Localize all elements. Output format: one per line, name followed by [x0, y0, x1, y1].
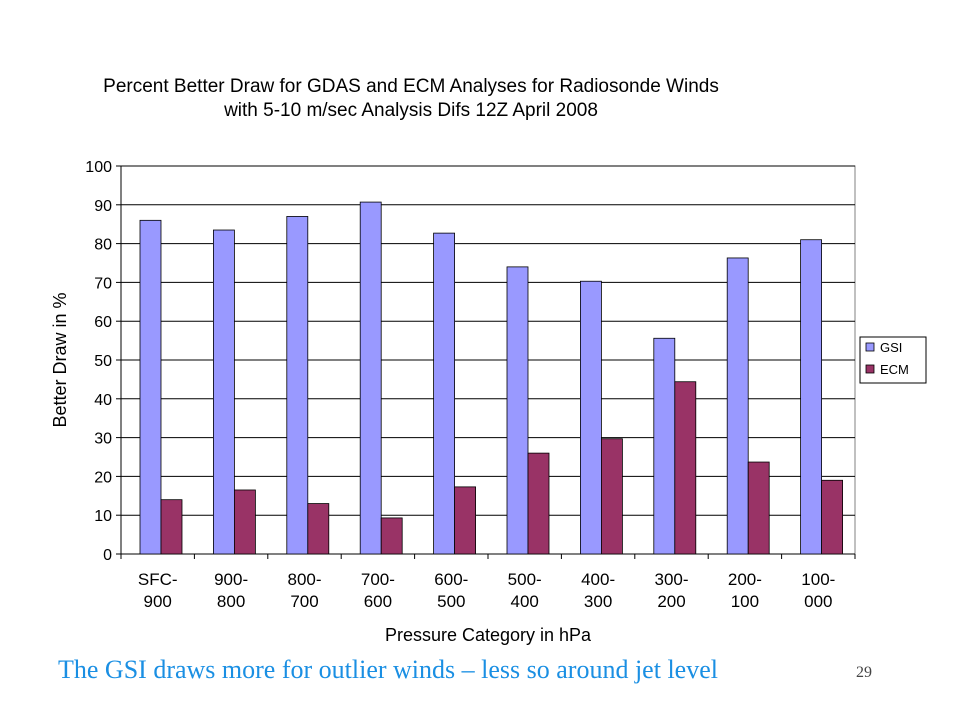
y-tick-label: 50: [94, 353, 112, 370]
x-tick-label: 800-: [287, 570, 321, 589]
legend: GSI ECM: [859, 336, 927, 384]
x-tick-label: SFC-: [138, 570, 178, 589]
y-tick-label: 20: [94, 469, 112, 486]
y-tick-label: 80: [94, 237, 112, 254]
x-tick-label: 200-: [728, 570, 762, 589]
x-tick-label: 100-: [801, 570, 835, 589]
page-number: 29: [856, 664, 872, 681]
bar-gsi: [212, 229, 235, 555]
plot-area: 0 10 20 30 40 50 60 70 80 90 100 SFC- 900 900- 800 800-…: [50, 159, 856, 645]
bar-ecm: [821, 479, 843, 555]
y-tick-label: 60: [94, 314, 112, 331]
y-tick-label: 30: [94, 431, 112, 448]
x-tick-label: 600-: [434, 570, 468, 589]
x-tick-label: 400: [511, 592, 539, 611]
x-tick-label: 200: [657, 592, 685, 611]
slide-caption: The GSI draws more for outlier winds – l…: [58, 655, 718, 684]
bar-ecm: [380, 517, 403, 555]
y-tick-label: 0: [103, 547, 112, 564]
x-tick-label: 300: [584, 592, 612, 611]
legend-swatch-gsi: [865, 342, 875, 352]
bar-gsi: [506, 266, 529, 555]
y-tick-label: 10: [94, 508, 112, 525]
legend-label-gsi: GSI: [880, 340, 902, 355]
bar-ecm: [160, 499, 183, 555]
bar-ecm: [674, 381, 697, 555]
chart-title-line: Percent Better Draw for GDAS and ECM Ana…: [103, 76, 719, 97]
y-axis-label: Better Draw in %: [50, 292, 70, 427]
y-tick-label: 70: [94, 275, 112, 292]
bar-ecm: [747, 461, 770, 555]
x-tick-label: 700: [290, 592, 318, 611]
bar-gsi: [653, 337, 676, 555]
bar-ecm: [233, 489, 256, 555]
x-tick-label: 300-: [654, 570, 688, 589]
x-tick-label: 100: [731, 592, 759, 611]
y-tick-label: 40: [94, 392, 112, 409]
x-tick-label: 000: [804, 592, 832, 611]
y-tick-label: 90: [94, 198, 112, 215]
x-tick-label: 900: [144, 592, 172, 611]
bar-gsi: [286, 216, 309, 555]
x-tick-label: 900-: [214, 570, 248, 589]
bar-gsi: [433, 232, 456, 555]
bar-gsi: [580, 280, 602, 555]
bar-ecm: [527, 452, 550, 555]
bar-ecm: [454, 486, 477, 555]
chart-title: Percent Better Draw for GDAS and ECM Ana…: [103, 76, 719, 121]
legend-swatch-ecm: [865, 364, 875, 374]
x-tick-label: 500: [437, 592, 465, 611]
bar-gsi: [726, 257, 749, 555]
bar-gsi: [800, 239, 822, 555]
bar-gsi: [359, 201, 382, 555]
x-tick-label: 700-: [361, 570, 395, 589]
chart-title-line: with 5-10 m/sec Analysis Difs 12Z April …: [223, 100, 598, 121]
x-axis-label: Pressure Category in hPa: [385, 625, 592, 645]
bar-gsi: [139, 219, 162, 555]
y-tick-label: 100: [85, 159, 112, 176]
legend-label-ecm: ECM: [880, 362, 909, 377]
x-tick-label: 600: [364, 592, 392, 611]
x-tick-label: 500-: [508, 570, 542, 589]
x-tick-label: 800: [217, 592, 245, 611]
x-tick-label: 400-: [581, 570, 615, 589]
bar-ecm: [601, 438, 623, 555]
bar-ecm: [307, 503, 330, 555]
